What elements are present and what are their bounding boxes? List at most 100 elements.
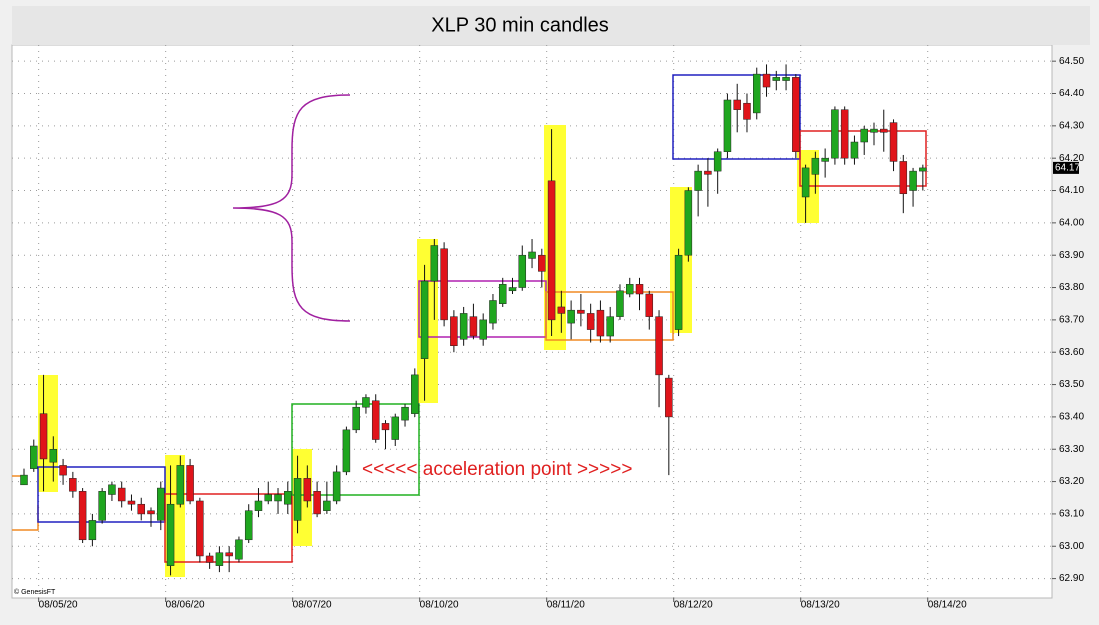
candle-body <box>332 471 341 502</box>
brace <box>232 94 351 322</box>
candle-body <box>567 309 575 324</box>
y-tick-label: 63.00 <box>1059 541 1084 552</box>
candle-body <box>479 319 487 340</box>
candle-body <box>401 406 409 421</box>
candle-body <box>919 167 927 172</box>
candle-body <box>606 316 614 337</box>
candle-body <box>215 552 224 566</box>
x-tick-label: 08/11/20 <box>547 600 586 611</box>
chart-title: XLP 30 min candles <box>431 14 609 36</box>
candle-body <box>850 141 859 159</box>
candle-body <box>117 487 126 502</box>
y-tick-label: 64.00 <box>1059 218 1084 229</box>
candle-body <box>371 400 380 440</box>
x-tick-label: 08/14/20 <box>928 600 967 611</box>
candle-body <box>870 128 878 133</box>
candle-body <box>889 122 898 162</box>
y-tick-label: 63.30 <box>1059 444 1084 455</box>
candle-body <box>586 313 595 330</box>
candle-body <box>772 77 781 81</box>
y-tick-label: 62.90 <box>1059 573 1084 584</box>
candle-body <box>831 109 839 159</box>
candle-body <box>704 170 712 175</box>
y-tick-label: 63.20 <box>1059 476 1084 487</box>
candle-body <box>840 109 849 159</box>
x-tick-label: 08/07/20 <box>293 600 332 611</box>
credit: © GenesisFT <box>14 588 56 596</box>
candle-body <box>127 500 136 505</box>
candle-body <box>352 406 360 431</box>
candle-body <box>547 180 556 321</box>
candle-body <box>274 494 282 502</box>
candle-body <box>235 539 243 560</box>
candle-body <box>284 491 292 505</box>
candle-body <box>596 309 605 337</box>
candle-body <box>635 284 644 295</box>
plot-area <box>11 44 1053 599</box>
candle-body <box>411 374 419 414</box>
candle-body <box>753 73 761 114</box>
candle-body <box>616 290 624 317</box>
y-tick-label: 64.30 <box>1059 120 1084 131</box>
candle-body <box>157 487 165 521</box>
y-tick-label: 64.10 <box>1059 185 1084 196</box>
candle-body <box>147 510 155 515</box>
last-price-box <box>1053 161 1079 174</box>
last-price-label: 64.17 <box>1055 163 1080 174</box>
candle-body <box>801 167 810 198</box>
candle-body <box>176 465 185 505</box>
candle-body <box>88 520 97 541</box>
y-tick-label: 64.50 <box>1059 56 1084 67</box>
candle-body <box>98 491 106 521</box>
candle-body <box>459 313 468 340</box>
candle-body <box>420 280 429 359</box>
range-box <box>545 291 674 341</box>
candle-body <box>69 478 77 492</box>
candle-body <box>713 151 722 172</box>
candle-body <box>577 309 585 314</box>
candle-body <box>196 500 204 557</box>
range-box <box>164 493 293 563</box>
candle-body <box>880 128 888 133</box>
y-tick-label: 63.90 <box>1059 250 1084 261</box>
y-tick-label: 63.40 <box>1059 412 1084 423</box>
x-tick-label: 08/12/20 <box>674 600 713 611</box>
candle-body <box>225 552 233 557</box>
y-tick-label: 63.70 <box>1059 315 1084 326</box>
annotation-text: <<<<< acceleration point >>>>> <box>362 459 632 480</box>
candle-body <box>743 102 751 120</box>
candles <box>20 64 927 576</box>
y-tick-label: 63.80 <box>1059 282 1084 293</box>
candle-body <box>655 316 663 376</box>
candle-body <box>430 245 439 282</box>
x-tick-label: 08/06/20 <box>166 600 205 611</box>
candle-body <box>78 491 87 541</box>
candle-body <box>518 254 527 288</box>
candle-body <box>342 429 351 473</box>
candle-body <box>489 300 497 324</box>
candle-body <box>166 503 175 566</box>
y-tick-label: 63.10 <box>1059 509 1084 520</box>
x-tick-label: 08/13/20 <box>801 600 840 611</box>
candle-body <box>293 478 302 521</box>
candle-body <box>186 465 194 502</box>
candle-body <box>733 99 741 110</box>
candle-body <box>645 293 654 317</box>
candle-body <box>323 500 331 511</box>
y-tick-label: 64.40 <box>1059 88 1084 99</box>
candle-body <box>303 478 312 502</box>
y-tick-label: 63.60 <box>1059 347 1084 358</box>
candle-body <box>20 474 28 486</box>
candle-body <box>557 306 566 314</box>
candle-body <box>391 416 400 440</box>
candle-body <box>469 316 478 337</box>
candle-body <box>665 377 673 418</box>
candle-body <box>313 491 321 515</box>
candle-body <box>538 254 546 272</box>
candle-body <box>508 287 517 292</box>
candle-body <box>440 248 448 321</box>
candle-body <box>528 251 536 259</box>
candle-body <box>811 157 820 175</box>
candle-body <box>762 73 771 88</box>
